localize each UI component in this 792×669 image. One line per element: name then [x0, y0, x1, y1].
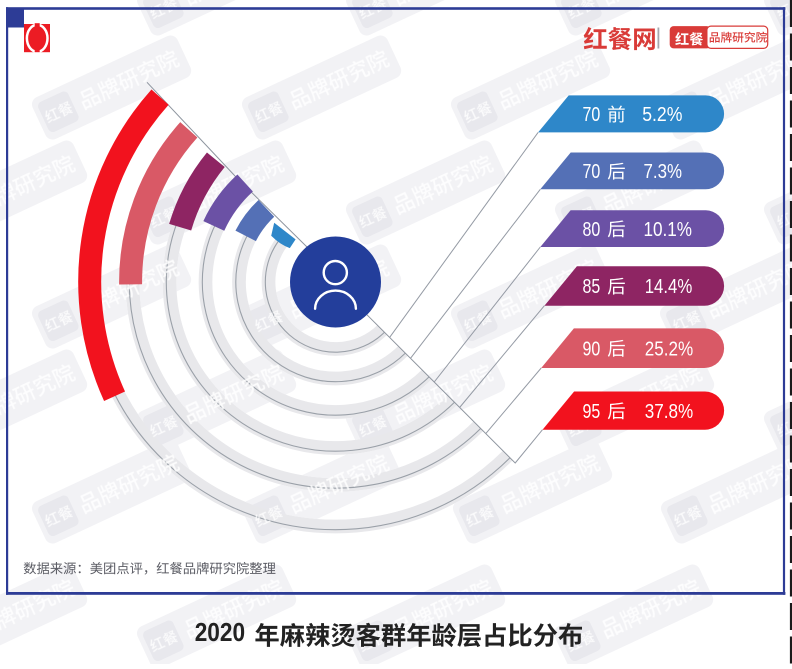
svg-text:37.8%: 37.8% [645, 401, 694, 423]
svg-text:85: 85 [583, 276, 601, 298]
svg-text:70: 70 [583, 104, 601, 126]
svg-text:80: 80 [583, 219, 601, 241]
svg-text:90: 90 [583, 338, 601, 360]
svg-text:14.4%: 14.4% [645, 276, 693, 298]
svg-text:7.3%: 7.3% [644, 161, 683, 183]
svg-text:95: 95 [583, 401, 601, 423]
svg-text:25.2%: 25.2% [645, 338, 694, 360]
svg-text:10.1%: 10.1% [644, 219, 693, 241]
svg-text:2020: 2020 [195, 619, 245, 647]
svg-text:5.2%: 5.2% [642, 104, 682, 126]
svg-text:70: 70 [583, 161, 601, 183]
